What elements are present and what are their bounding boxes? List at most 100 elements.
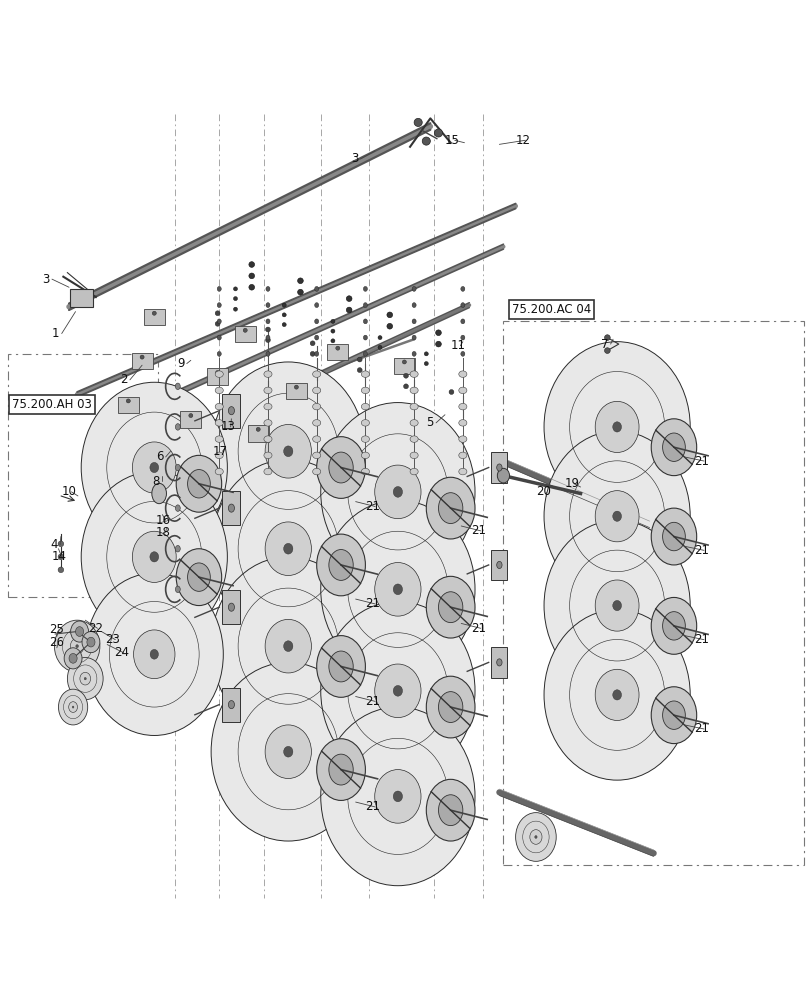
Ellipse shape [215,371,223,377]
Ellipse shape [175,424,180,430]
Ellipse shape [312,436,320,442]
Ellipse shape [133,630,175,679]
Ellipse shape [281,303,285,307]
Ellipse shape [534,836,536,838]
Ellipse shape [426,477,474,539]
Ellipse shape [386,323,392,329]
Text: 21: 21 [693,455,708,468]
FancyBboxPatch shape [327,344,348,360]
Ellipse shape [423,352,428,356]
Ellipse shape [328,452,353,483]
Ellipse shape [310,341,315,346]
Ellipse shape [264,619,311,673]
Text: 11: 11 [450,339,465,352]
Ellipse shape [315,335,318,340]
Text: 24: 24 [114,646,128,659]
Ellipse shape [543,520,689,691]
Ellipse shape [79,672,91,685]
Ellipse shape [188,414,192,418]
Ellipse shape [58,541,63,547]
Ellipse shape [243,328,247,332]
Ellipse shape [152,311,156,315]
Ellipse shape [448,390,453,394]
Ellipse shape [650,597,696,654]
Ellipse shape [363,351,367,356]
Ellipse shape [132,531,176,582]
Ellipse shape [378,345,381,349]
Ellipse shape [423,362,428,366]
Ellipse shape [152,483,166,504]
Ellipse shape [594,669,638,720]
Ellipse shape [316,437,365,498]
Ellipse shape [612,600,620,611]
Ellipse shape [426,779,474,841]
Ellipse shape [266,286,269,291]
Ellipse shape [662,612,684,640]
Ellipse shape [54,620,100,672]
Ellipse shape [72,706,74,708]
Ellipse shape [315,319,318,324]
Ellipse shape [393,487,402,497]
Text: 3: 3 [42,273,49,286]
Text: 6: 6 [156,450,163,463]
Ellipse shape [132,442,176,493]
Ellipse shape [283,746,293,757]
Text: 8: 8 [152,475,160,488]
Ellipse shape [64,648,82,669]
Ellipse shape [411,303,415,308]
Ellipse shape [594,580,638,631]
Ellipse shape [297,278,303,284]
Ellipse shape [612,690,620,700]
Text: 21: 21 [365,500,380,513]
Text: 14: 14 [52,550,67,563]
FancyBboxPatch shape [222,394,240,428]
FancyBboxPatch shape [491,550,507,580]
Ellipse shape [411,319,415,324]
Ellipse shape [330,319,334,323]
Ellipse shape [496,468,508,483]
Ellipse shape [312,387,320,394]
Ellipse shape [496,659,501,666]
Ellipse shape [84,677,86,680]
Ellipse shape [411,335,415,340]
Ellipse shape [410,420,418,426]
Ellipse shape [316,739,365,800]
Text: 25: 25 [49,623,63,636]
Ellipse shape [264,403,272,410]
Ellipse shape [361,403,369,410]
Ellipse shape [458,468,466,475]
Text: 13: 13 [221,420,235,433]
Ellipse shape [438,493,462,524]
Ellipse shape [603,348,610,353]
Ellipse shape [81,382,227,553]
Ellipse shape [543,342,689,512]
Ellipse shape [256,427,260,431]
Ellipse shape [320,707,474,886]
Ellipse shape [328,550,353,580]
FancyBboxPatch shape [180,411,201,428]
Ellipse shape [410,371,418,377]
Ellipse shape [264,452,272,459]
Ellipse shape [438,592,462,623]
Ellipse shape [330,329,334,333]
Ellipse shape [361,387,369,394]
Ellipse shape [228,701,234,709]
Ellipse shape [58,554,63,560]
FancyBboxPatch shape [491,452,507,483]
Ellipse shape [281,313,285,317]
Ellipse shape [336,346,339,350]
Ellipse shape [410,468,418,475]
Ellipse shape [650,508,696,565]
Ellipse shape [345,307,351,313]
Ellipse shape [515,813,556,861]
Ellipse shape [150,649,158,659]
Ellipse shape [438,795,462,826]
Ellipse shape [374,664,420,718]
Ellipse shape [71,638,84,654]
FancyBboxPatch shape [234,326,255,342]
Ellipse shape [69,702,77,712]
Text: 23: 23 [105,633,120,646]
Ellipse shape [265,338,270,342]
Ellipse shape [374,465,420,519]
Ellipse shape [594,401,638,452]
